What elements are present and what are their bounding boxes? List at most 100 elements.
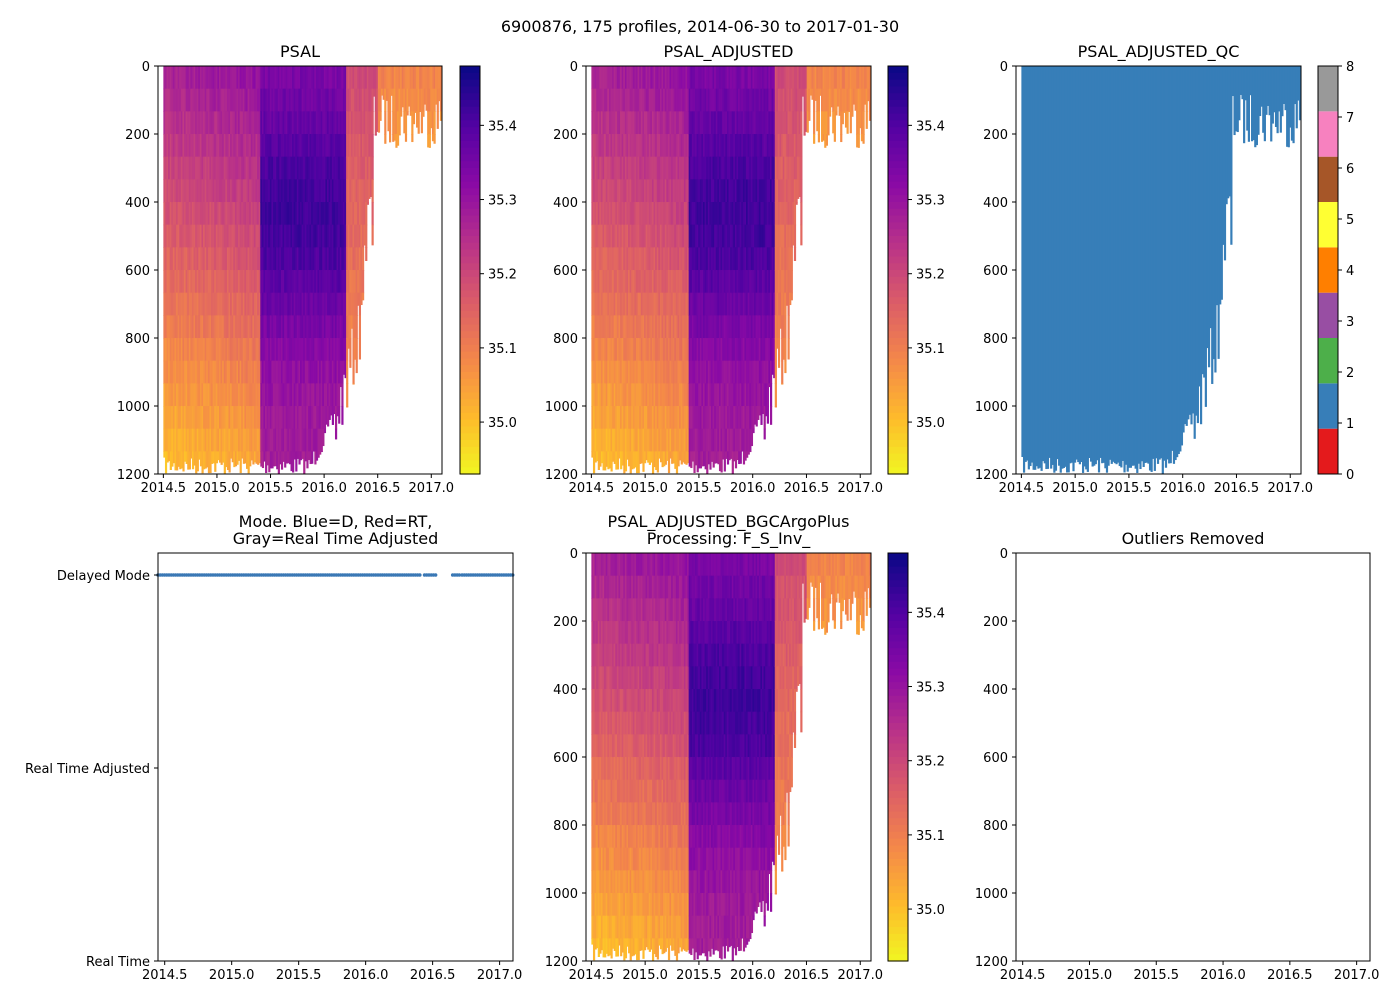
psal-cell: [163, 360, 166, 384]
psal-cell: [209, 88, 212, 112]
psal-cell: [204, 428, 207, 452]
psal-cell: [249, 383, 252, 407]
psal_adjusted-cell: [666, 247, 669, 271]
psal_adjusted-cell: [768, 338, 771, 362]
psal_adjusted-cell: [669, 179, 672, 203]
psal-cell: [231, 66, 234, 90]
psal-cell: [172, 270, 176, 294]
psal-cell: [244, 247, 247, 271]
psal_adjusted-cell: [642, 88, 645, 112]
psal-cell: [327, 179, 330, 203]
psal-cell: [260, 202, 263, 226]
psal_adjusted-cell: [620, 315, 623, 339]
psal_adjusted-cell: [762, 292, 765, 316]
psal-cell: [417, 66, 420, 90]
psal_adjusted-cell: [592, 247, 596, 271]
psal_adjusted-cell: [653, 451, 656, 468]
psal-cell: [268, 338, 271, 362]
psal_adjusted-cell: [677, 270, 680, 294]
psal-cell: [317, 202, 320, 226]
psal_adjusted-cell: [655, 315, 658, 339]
psal_adjusted-colorbar-swatch: [888, 324, 908, 332]
psal_adjusted-cell: [717, 292, 720, 316]
psal_adjusted-cell: [640, 88, 644, 112]
psal-cell: [231, 360, 234, 384]
psal_adjusted-cell: [645, 360, 648, 384]
psal_adjusted-cell: [703, 383, 706, 407]
psal_adjusted-cell: [714, 451, 717, 464]
psal_adjusted-cell: [787, 134, 790, 158]
psal-cell: [347, 315, 350, 339]
psal_adjusted-cell: [718, 292, 722, 316]
psal_adjusted-xtick-label: 2015.5: [676, 481, 722, 496]
psal_adjusted-cell: [677, 224, 680, 248]
psal-cell: [242, 406, 246, 430]
psal_adjusted-cell: [749, 134, 752, 158]
psal-cell: [163, 270, 166, 294]
psal-cell: [320, 156, 323, 180]
psal_adjusted-cell: [838, 88, 841, 112]
psal_adjusted-cell: [733, 428, 736, 452]
psal-cell: [199, 360, 203, 384]
psal_adjusted-cell: [773, 270, 776, 294]
psal-cell: [223, 315, 226, 339]
psal_adjusted-cell: [600, 315, 604, 339]
psal_adjusted-cell: [738, 451, 741, 465]
psal-cell: [303, 338, 306, 362]
psal_adjusted-cell: [781, 111, 784, 135]
psal_adjusted-cell: [758, 338, 762, 362]
psal_adjusted-cell: [768, 134, 771, 158]
psal_adjusted-cell: [640, 270, 644, 294]
psal_adjusted-cell: [717, 111, 720, 135]
psal-cell: [309, 451, 312, 465]
psal-cell: [315, 360, 319, 384]
psal-cell: [288, 224, 292, 248]
psal-cell: [300, 88, 303, 112]
psal-cell: [250, 270, 253, 294]
psal-cell: [171, 247, 174, 271]
psal-cell: [292, 202, 295, 226]
psal-cell: [280, 179, 284, 203]
psal-cell: [293, 247, 296, 271]
psal_adjusted-cell: [687, 224, 690, 248]
psal-cell: [338, 134, 341, 158]
psal-cell: [280, 428, 284, 452]
psal-cell: [241, 224, 244, 248]
psal_adjusted-cell: [704, 156, 707, 180]
psal-cell: [381, 88, 384, 96]
psal-cell: [187, 360, 190, 384]
psal-cell: [199, 315, 203, 339]
psal_adjusted-cell: [650, 451, 653, 463]
psal-cell: [206, 224, 209, 248]
psal_adjusted-colorbar-swatch: [888, 168, 908, 176]
psal-xtick-label: 2015.0: [194, 481, 240, 496]
psal-cell: [301, 202, 304, 226]
psal-cell: [315, 270, 319, 294]
psal-cell: [365, 179, 368, 203]
psal_adjusted-cell: [597, 66, 600, 90]
psal_adjusted-cell: [762, 360, 765, 384]
psal_adjusted-cell: [605, 270, 608, 294]
psal_adjusted-cell: [605, 315, 608, 339]
psal-cell: [300, 224, 303, 248]
psal_adjusted-cell: [771, 66, 774, 90]
psal-cell: [253, 202, 257, 226]
psal-cell: [327, 134, 330, 158]
psal_adjusted-cell: [610, 156, 613, 180]
psal-cell: [369, 111, 373, 135]
psal_adjusted-cell: [800, 202, 803, 226]
psal_adjusted-cell: [655, 202, 658, 226]
psal-cell: [234, 156, 238, 180]
psal_adjusted-cell: [664, 156, 667, 180]
psal-cell: [303, 247, 306, 271]
psal-cell: [188, 428, 191, 452]
psal-cell: [168, 66, 171, 90]
psal-cell: [371, 202, 374, 226]
psal_adjusted-cell: [771, 224, 774, 248]
psal-cell: [292, 428, 295, 452]
psal_adjusted-cell: [682, 383, 685, 407]
psal_adjusted-cell: [666, 156, 669, 180]
psal-cell: [217, 406, 220, 430]
psal_adjusted-cell: [726, 451, 730, 465]
psal-cell: [269, 111, 273, 135]
